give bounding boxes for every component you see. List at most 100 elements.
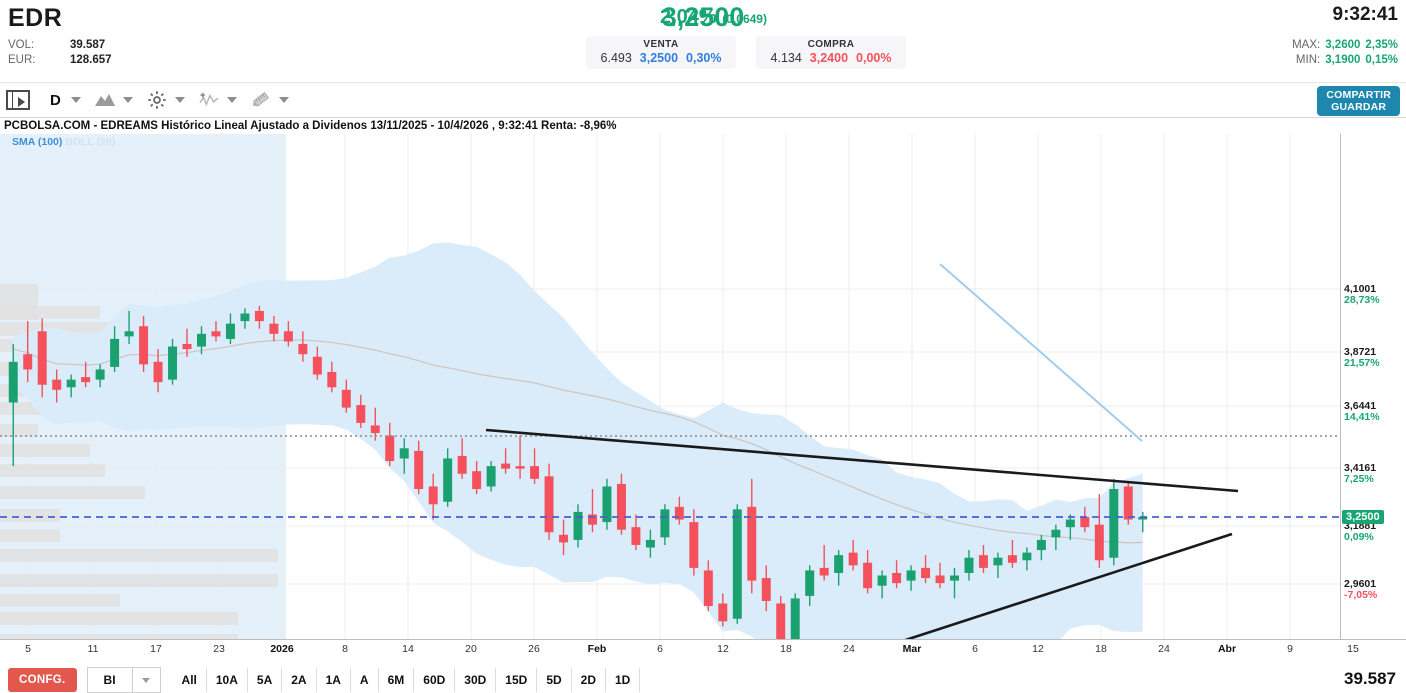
range-button-6m[interactable]: 6M [379,668,415,692]
mountain-chart-icon[interactable] [93,88,117,112]
chart-type-chevron-down-icon[interactable] [122,97,133,103]
candle [240,308,250,329]
add-indicator-icon[interactable] [197,88,221,112]
share-label: COMPARTIR [1326,89,1391,101]
candle [602,478,612,530]
market-chevron-down-icon[interactable] [132,667,161,693]
bid-box: COMPRA 4.134 3,2400 0,00% [756,36,906,69]
candle [718,593,728,627]
candle [341,379,351,413]
stat-row: VOL: 39.587 [8,38,112,53]
change-display: 2,04% (0,0649) [660,6,767,29]
price-axis[interactable]: 4,1001 28,73% 3,8721 21,57% 3,6441 14,41% 3,41… [1340,134,1406,673]
candle [616,473,626,535]
range-button-10a[interactable]: 10A [207,668,248,692]
change-percent: 2,04% [660,6,717,28]
candle [1080,506,1090,533]
range-button-all[interactable]: All [173,668,207,692]
candle [906,565,916,591]
range-selector[interactable]: All 10A 5A 2A 1A A 6M 60D 30D 15D 5D 2D 1D [173,668,641,692]
range-button-2a[interactable]: 2A [282,668,317,692]
candle [993,552,1003,579]
ask-box: VENTA 6.493 3,2500 0,30% [586,36,736,69]
candle [834,550,844,586]
range-button-5a[interactable]: 5A [248,668,283,692]
candle [283,321,293,347]
candle [732,504,742,624]
range-button-15d[interactable]: 15D [496,668,538,692]
price-tick: 3,4161 7,25% [1344,463,1376,485]
volume-profile-bar [0,612,238,625]
candle [110,326,120,372]
candle [81,361,91,388]
range-button-60d[interactable]: 60D [414,668,456,692]
date-tick: 11 [87,643,99,655]
date-tick: Feb [587,643,607,655]
range-button-a[interactable]: A [351,668,379,692]
indicator-chevron-down-icon[interactable] [226,97,237,103]
support-trendline [904,532,1233,639]
candle [935,562,945,589]
chart-subtitle: PCBOLSA.COM - EDREAMS Histórico Lineal A… [4,120,617,132]
candle [776,595,786,639]
price-tick-value: 2,9601 [1344,578,1377,590]
market-selector[interactable]: BI [86,667,161,693]
range-button-1a[interactable]: 1A [317,668,351,692]
bid-ask-panel: VENTA 6.493 3,2500 0,30% COMPRA 4.134 3,240… [586,36,906,69]
price-tick: 3,8721 21,57% [1344,347,1380,369]
date-tick: Abr [1217,643,1237,655]
date-tick: 18 [780,643,792,655]
gear-icon[interactable] [145,88,169,112]
candle [472,461,482,495]
candle [747,478,757,594]
candle [559,519,569,556]
chart-area[interactable]: PCBolsa SMA (100) BOLL (20) 4,100128,73%… [0,134,1406,673]
min-pct: 0,15% [1365,54,1398,66]
candle [428,473,438,520]
date-tick: 20 [465,643,477,655]
price-tick: 3,1881 0,09% [1344,521,1376,543]
stat-row: EUR: 128.657 [8,53,112,68]
sma-legend: SMA (100) [12,136,63,148]
candle [501,448,511,474]
date-tick: 18 [1095,643,1107,655]
candle [370,407,380,441]
candle [124,310,134,345]
footer-volume-total: 39.587 [1344,669,1396,688]
candle [95,364,105,388]
candle [660,504,670,545]
candlestick-canvas[interactable]: PCBolsa [0,134,1340,639]
volume-profile-bar [0,594,120,607]
current-price-tag: 3,2500 [1342,510,1384,524]
share-save-button[interactable]: COMPARTIR GUARDAR [1317,86,1400,116]
range-button-1d[interactable]: 1D [606,668,641,692]
price-tick-percent: 14,41% [1344,411,1380,423]
settings-chevron-down-icon[interactable] [174,97,185,103]
candle [1051,524,1061,551]
timeframe-button[interactable]: D [50,91,61,109]
draw-chevron-down-icon[interactable] [278,97,289,103]
candle [530,448,540,484]
candle [1123,481,1133,525]
panel-expand-icon[interactable] [6,88,30,112]
date-tick: 2026 [270,643,294,655]
market-selector-value[interactable]: BI [86,667,133,693]
pencil-ruler-icon[interactable] [249,88,273,112]
volume-profile-bar [0,529,60,542]
range-button-5d[interactable]: 5D [537,668,572,692]
date-tick: 23 [213,643,225,655]
config-button[interactable]: CONFG. [8,668,77,692]
timeframe-chevron-down-icon[interactable] [70,97,81,103]
candle [515,435,525,479]
range-button-2d[interactable]: 2D [572,668,606,692]
date-tick: 5 [25,643,31,655]
range-button-30d[interactable]: 30D [455,668,497,692]
stat-label: EUR: [8,54,36,66]
price-plot[interactable]: PCBolsa [0,134,1340,639]
candle [544,463,554,540]
price-tick-percent: 7,25% [1344,473,1374,485]
candle [921,555,931,584]
candle [819,544,829,581]
price-tick-percent: 0,09% [1344,531,1374,543]
